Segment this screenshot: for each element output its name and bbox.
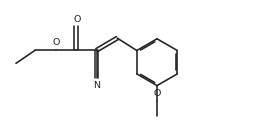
Text: N: N (93, 81, 100, 90)
Text: O: O (73, 15, 81, 24)
Text: O: O (153, 89, 161, 98)
Text: O: O (52, 38, 60, 47)
